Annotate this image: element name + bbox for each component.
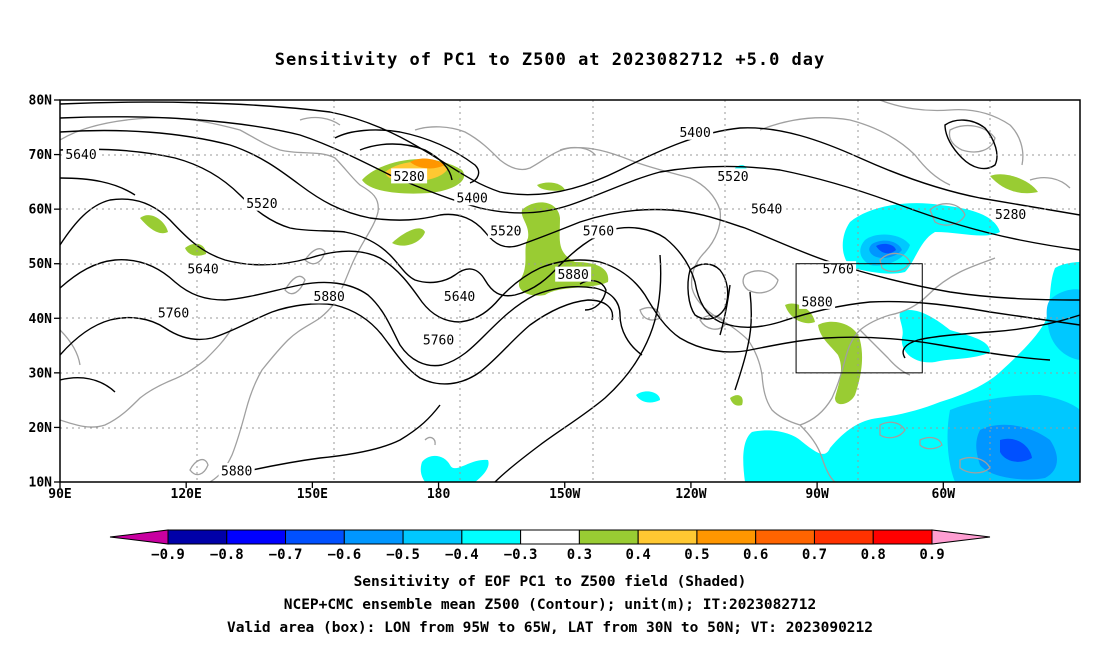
contour-label-bg	[677, 124, 714, 140]
lon-label: 150E	[297, 487, 328, 502]
contour-label-bg	[799, 293, 836, 309]
colorbar-swatch	[755, 529, 815, 545]
colorbar-swatch	[813, 529, 874, 545]
contour-label: 5400	[679, 126, 710, 141]
colorbar-swatch	[343, 529, 404, 545]
map-frame	[59, 99, 1081, 483]
contour-label-bg	[311, 288, 348, 304]
contour-label-bg	[185, 261, 222, 277]
lat-label: 80N	[29, 94, 53, 109]
contour-label: 5760	[583, 224, 614, 239]
contour-label: 5640	[187, 263, 218, 278]
lat-label: 20N	[29, 421, 53, 436]
colorbar-label: 0.3	[567, 547, 592, 563]
contour-label-bg	[748, 201, 785, 217]
lon-label: 90W	[805, 487, 829, 502]
contour-label: 5280	[995, 208, 1026, 223]
colorbar-label: −0.3	[504, 547, 538, 563]
contour-label: 5880	[557, 268, 588, 283]
colorbar-label: −0.4	[445, 547, 479, 563]
coastlines	[60, 100, 1071, 482]
valid-area-box	[795, 263, 923, 374]
gridlines	[60, 100, 1080, 482]
contour-label: 5520	[717, 170, 748, 185]
colorbar: −0.9 −0.8 −0.7 −0.6 −0.5 −0.4 −0.3 0.3 0.4 0.5 0.6…	[109, 529, 991, 563]
contour-label-bg	[441, 288, 478, 304]
colorbar-label: −0.9	[151, 547, 185, 563]
colorbar-swatch	[461, 529, 522, 545]
contour-label: 5760	[423, 334, 454, 349]
colorbar-label: 0.4	[626, 547, 651, 563]
contour-label: 5640	[751, 203, 782, 218]
contour-label-bg	[714, 168, 751, 184]
colorbar-swatch	[285, 529, 345, 545]
contour-label: 5760	[158, 306, 189, 321]
colorbar-label: 0.7	[802, 547, 827, 563]
colorbar-label: 0.8	[861, 547, 886, 563]
contour-label: 5880	[314, 290, 345, 305]
contour-label-bg	[992, 206, 1029, 222]
contour-label-bg	[218, 463, 255, 479]
lat-label: 30N	[29, 366, 53, 381]
contour-label: 5400	[457, 192, 488, 207]
contour-label: 5280	[393, 170, 424, 185]
lon-label: 60W	[932, 487, 956, 502]
map-title: Sensitivity of PC1 to Z500 at 2023082712…	[274, 50, 826, 70]
contour-label-bg	[454, 190, 491, 206]
longitude-axis: 90E 120E 150E 180 150W 120W 90W 60W	[48, 482, 955, 502]
colorbar-swatch	[696, 529, 757, 545]
contour-label-bg	[580, 222, 617, 238]
lon-label: 120W	[675, 487, 706, 502]
positive-shading	[140, 159, 1038, 406]
contour-label: 5880	[221, 465, 252, 480]
sensitivity-shading	[140, 158, 1080, 482]
colorbar-swatch	[402, 529, 463, 545]
contour-label: 5520	[490, 224, 521, 239]
colorbar-label: 0.5	[684, 547, 709, 563]
lat-label: 50N	[29, 257, 53, 272]
lat-label: 60N	[29, 203, 53, 218]
contour-label-bg	[555, 266, 592, 282]
contour-label: 5520	[246, 197, 277, 212]
colorbar-swatch	[637, 529, 698, 545]
contour-label: 5640	[65, 148, 96, 163]
lat-label: 40N	[29, 312, 53, 327]
colorbar-label: −0.8	[210, 547, 244, 563]
lon-label: 180	[427, 487, 451, 502]
caption-line-2: NCEP+CMC ensemble mean Z500 (Contour); u…	[283, 597, 817, 613]
lon-label: 120E	[171, 487, 202, 502]
lat-label: 10N	[29, 476, 53, 491]
contour-label-bg	[391, 168, 428, 184]
contour-label-bg	[820, 261, 857, 277]
lat-label: 70N	[29, 148, 53, 163]
colorbar-low-arrow	[109, 529, 169, 545]
contour-label-bg	[487, 222, 524, 238]
contour-label-bg	[63, 146, 100, 162]
latitude-axis: 80N 70N 60N 50N 40N 30N 20N 10N	[29, 94, 60, 491]
colorbar-label: −0.7	[269, 547, 303, 563]
contour-label-bg	[243, 195, 280, 211]
colorbar-swatch	[872, 529, 933, 545]
colorbar-high-arrow	[931, 529, 991, 545]
colorbar-swatch	[520, 529, 580, 545]
contour-label: 5880	[801, 295, 832, 310]
lon-label: 150W	[549, 487, 580, 502]
colorbar-swatch	[226, 529, 287, 545]
contour-labels: 5640 5520 5640 5760 5880 5880 5280 5400 5520 5640…	[63, 124, 1029, 480]
colorbar-swatch	[578, 529, 639, 545]
z500-contours	[60, 101, 1080, 482]
colorbar-swatch	[167, 529, 228, 545]
contour-label-bg	[155, 304, 192, 320]
colorbar-label: 0.6	[743, 547, 768, 563]
contour-label: 5760	[822, 263, 853, 278]
lon-label: 90E	[48, 487, 71, 502]
colorbar-label: −0.5	[386, 547, 420, 563]
caption-line-3: Valid area (box): LON from 95W to 65W, L…	[226, 620, 873, 636]
colorbar-label: 0.9	[919, 547, 944, 563]
contour-label: 5640	[444, 290, 475, 305]
contour-label-bg	[420, 332, 457, 348]
colorbar-label: −0.6	[327, 547, 361, 563]
caption-line-1: Sensitivity of EOF PC1 to Z500 field (Sh…	[353, 574, 747, 590]
